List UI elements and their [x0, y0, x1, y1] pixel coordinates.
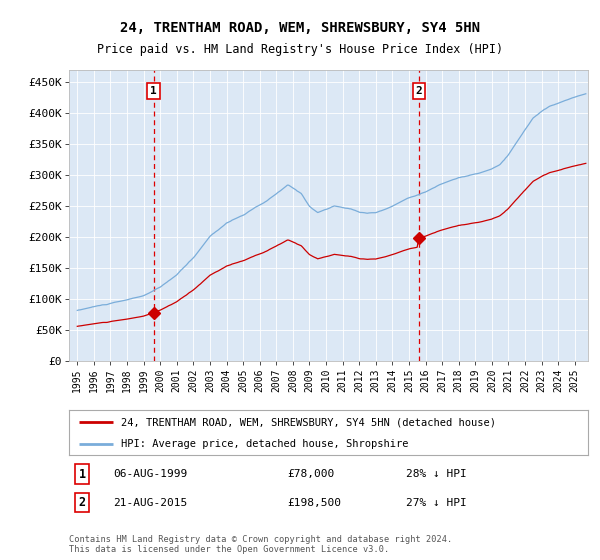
- Text: 06-AUG-1999: 06-AUG-1999: [113, 469, 187, 479]
- Text: Price paid vs. HM Land Registry's House Price Index (HPI): Price paid vs. HM Land Registry's House …: [97, 43, 503, 56]
- Text: 28% ↓ HPI: 28% ↓ HPI: [406, 469, 467, 479]
- Text: 1: 1: [79, 468, 86, 481]
- Text: HPI: Average price, detached house, Shropshire: HPI: Average price, detached house, Shro…: [121, 438, 409, 449]
- Text: 21-AUG-2015: 21-AUG-2015: [113, 498, 187, 508]
- Text: 24, TRENTHAM ROAD, WEM, SHREWSBURY, SY4 5HN: 24, TRENTHAM ROAD, WEM, SHREWSBURY, SY4 …: [120, 21, 480, 35]
- Text: 1: 1: [150, 86, 157, 96]
- Text: Contains HM Land Registry data © Crown copyright and database right 2024.
This d: Contains HM Land Registry data © Crown c…: [69, 535, 452, 554]
- Text: £198,500: £198,500: [287, 498, 341, 508]
- Text: 24, TRENTHAM ROAD, WEM, SHREWSBURY, SY4 5HN (detached house): 24, TRENTHAM ROAD, WEM, SHREWSBURY, SY4 …: [121, 417, 496, 427]
- Text: 2: 2: [415, 86, 422, 96]
- Text: £78,000: £78,000: [287, 469, 334, 479]
- Text: 27% ↓ HPI: 27% ↓ HPI: [406, 498, 467, 508]
- Text: 2: 2: [79, 496, 86, 509]
